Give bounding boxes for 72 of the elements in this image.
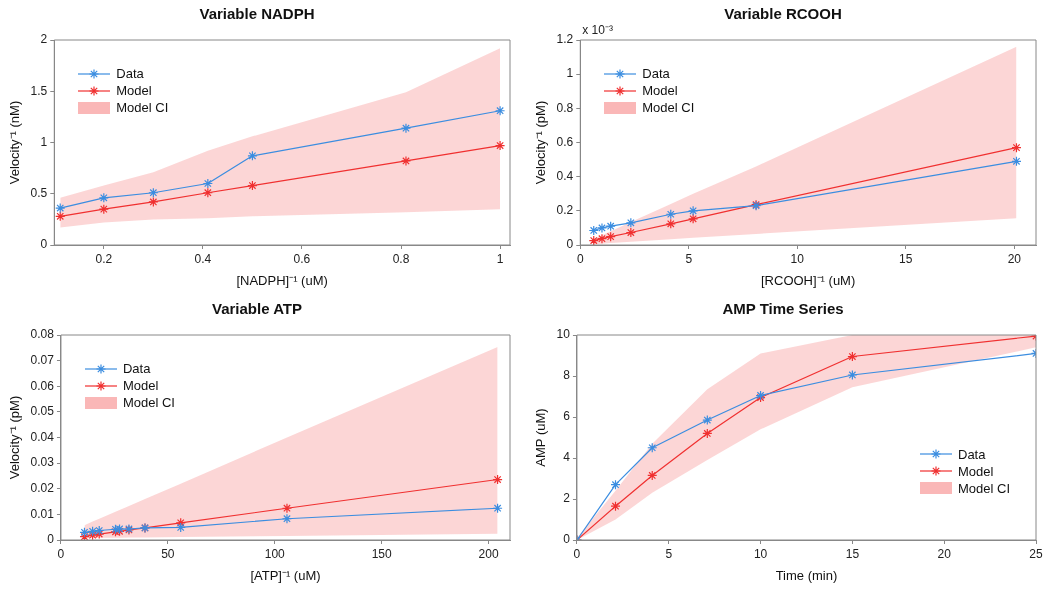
x-tick-label: 25 xyxy=(1029,546,1043,561)
x-axis-title: [ATP]⁻¹ (uM) xyxy=(250,567,321,583)
chart-title: Variable RCOOH xyxy=(724,5,842,23)
y-tick-label: 1.2 xyxy=(556,32,574,47)
y-tick-label: 6 xyxy=(563,409,571,424)
x-tick-label: 100 xyxy=(264,546,286,561)
x-tick-label: 15 xyxy=(845,546,860,561)
y-tick-label: 0.4 xyxy=(556,168,574,183)
y-axis-title: Velocity⁻¹ (pM) xyxy=(7,395,23,480)
y-tick-label: 0.8 xyxy=(556,100,574,115)
y-axis-title: Velocity⁻¹ (pM) xyxy=(533,100,549,185)
y-tick-label: 0.06 xyxy=(30,378,55,393)
y-tick-label: 1 xyxy=(566,66,574,81)
y-tick-label: 0.07 xyxy=(30,352,55,367)
x-axis-title: Time (min) xyxy=(775,567,838,583)
x-tick-label: 0.4 xyxy=(194,251,212,266)
annotation: Model CI xyxy=(958,480,1011,496)
y-tick-label: 0 xyxy=(40,237,48,252)
x-tick-label: 0 xyxy=(57,546,65,561)
y-tick-label: 0.01 xyxy=(30,506,55,521)
x-tick-label: 5 xyxy=(665,546,673,561)
y-tick-label: 1.5 xyxy=(30,83,48,98)
x-tick-label: 50 xyxy=(161,546,175,561)
y-tick-label: 10 xyxy=(556,327,571,342)
chart-title: AMP Time Series xyxy=(722,300,844,318)
y-tick-label: 0.05 xyxy=(30,404,55,419)
legend-label: Data xyxy=(958,446,986,462)
y-tick-label: 2 xyxy=(40,32,48,47)
legend-label: Model xyxy=(116,83,152,98)
x-tick-label: 15 xyxy=(899,251,913,266)
x-tick-label: 20 xyxy=(1007,251,1022,266)
chart-title: Variable ATP xyxy=(211,300,303,318)
x-tick-label: 10 xyxy=(753,546,768,561)
text: x 10⁻³ xyxy=(582,23,613,38)
y-tick-label: 0.02 xyxy=(30,481,55,496)
y-tick-label: 4 xyxy=(563,450,571,465)
y-tick-label: 0.6 xyxy=(556,134,574,149)
x-axis-title: [NADPH]⁻¹ (uM) xyxy=(236,272,328,288)
x-tick-label: 0.2 xyxy=(95,251,113,266)
y-axis-title: Velocity⁻¹ (nM) xyxy=(7,100,23,185)
x-axis-title: [RCOOH]⁻¹ (uM) xyxy=(761,272,856,288)
annotation: Model CI xyxy=(642,100,695,115)
y-axis-title: AMP (uM) xyxy=(533,408,549,467)
y-tick-label: 2 xyxy=(563,491,571,506)
x-tick-label: 150 xyxy=(371,546,393,561)
legend-label: Model xyxy=(122,378,159,393)
x-tick-label: 10 xyxy=(790,251,805,266)
y-tick-label: 0.04 xyxy=(30,429,55,444)
legend-label: Data xyxy=(116,66,144,81)
y-tick-label: 0 xyxy=(563,532,571,547)
annotation: Model CI xyxy=(122,395,175,410)
annotation: Model CI xyxy=(116,100,169,115)
x-tick-label: 0.8 xyxy=(392,251,410,266)
y-tick-label: 0.03 xyxy=(30,455,55,470)
y-tick-label: 0.08 xyxy=(30,327,55,342)
chart-title: Variable NADPH xyxy=(199,5,315,23)
x-tick-label: 0 xyxy=(576,251,584,266)
y-tick-label: 8 xyxy=(563,368,571,383)
x-tick-label: 200 xyxy=(478,546,499,561)
y-tick-label: 0.5 xyxy=(30,186,48,201)
x-tick-label: 5 xyxy=(685,251,693,266)
y-tick-label: 1 xyxy=(40,134,48,149)
x-tick-label: 1 xyxy=(496,251,504,266)
x-tick-label: 20 xyxy=(937,546,952,561)
x-tick-label: 0.6 xyxy=(293,251,311,266)
y-tick-label: 0 xyxy=(47,532,55,547)
y-tick-label: 0 xyxy=(566,237,574,252)
legend-label: Data xyxy=(642,66,670,81)
legend-label: Model xyxy=(958,463,994,479)
legend-label: Data xyxy=(122,361,151,376)
y-tick-label: 0.2 xyxy=(556,203,574,218)
legend-label: Model xyxy=(642,83,678,98)
